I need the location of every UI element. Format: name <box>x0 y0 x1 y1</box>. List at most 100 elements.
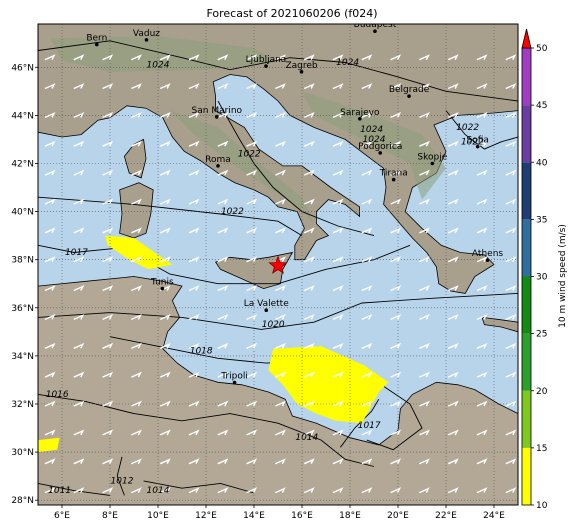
wind-arrow <box>419 371 430 378</box>
wind-arrow <box>390 54 402 61</box>
wind-arrow <box>332 83 344 90</box>
city-label: Tirana <box>379 169 408 179</box>
lat-tick-label: 36°N <box>11 304 34 314</box>
wind-arrow <box>390 227 402 234</box>
wind-arrow <box>159 429 171 436</box>
wind-arrow <box>275 400 286 407</box>
city-dot <box>378 151 383 155</box>
map-gridlines <box>38 24 518 505</box>
isobar-value-label: 1024 <box>147 60 170 70</box>
wind-arrow <box>188 83 200 90</box>
wind-arrow <box>361 429 373 436</box>
isobar-line <box>38 40 518 102</box>
city-dot <box>95 42 99 47</box>
wind-arrow <box>332 400 344 407</box>
wind-arrow <box>217 487 229 494</box>
wind-arrow <box>73 83 85 90</box>
wind-arrow <box>332 227 344 234</box>
wind-arrow <box>447 313 459 321</box>
wind-arrow <box>188 227 200 234</box>
wind-arrow <box>44 458 56 465</box>
lon-tick-label: 22°E <box>435 511 457 521</box>
wind-arrow <box>246 111 258 119</box>
europe-north-land <box>38 24 518 294</box>
wind-arrow <box>303 256 315 263</box>
wind-arrow <box>476 83 488 90</box>
wind-arrow <box>131 83 142 90</box>
wind-arrow <box>102 342 114 349</box>
wind-arrow <box>159 169 171 176</box>
wind-arrow <box>159 83 171 90</box>
wind-arrow <box>390 342 402 349</box>
wind-arrow <box>102 371 114 378</box>
isobar-value-label: 1022 <box>238 149 261 159</box>
wind-arrow <box>217 54 229 61</box>
relief-shade <box>302 91 446 200</box>
wind-arrow <box>505 429 517 436</box>
wind-arrow <box>419 54 430 61</box>
wind-arrow <box>73 429 85 436</box>
wind-arrow <box>332 140 344 147</box>
wind-arrow <box>44 198 56 205</box>
wind-arrow <box>188 198 200 205</box>
wind-arrow <box>188 111 200 119</box>
wind-arrow <box>131 429 142 436</box>
wind-arrow <box>102 400 114 407</box>
city-dot <box>475 144 480 149</box>
city-dot <box>264 308 269 312</box>
wind-arrow <box>44 140 56 147</box>
colorbar-tick-label: 50 <box>536 44 548 54</box>
colorbar-tick-label: 15 <box>536 444 547 454</box>
wind-arrow <box>505 227 517 234</box>
wind-arrow <box>303 429 315 436</box>
wind-arrow <box>476 111 488 119</box>
wind-arrow <box>476 458 488 465</box>
isobar-value-label: 1016 <box>46 390 69 400</box>
wind-arrow <box>419 313 430 321</box>
wind-arrow <box>188 400 200 407</box>
wind-arrow <box>390 83 402 90</box>
wind-arrow <box>361 400 373 407</box>
wind-arrow <box>275 487 286 494</box>
wind-arrow <box>419 140 430 147</box>
wind-arrow <box>361 111 373 119</box>
wind-arrow <box>188 458 200 465</box>
wind-arrow <box>332 285 344 292</box>
wind-arrow <box>188 371 200 378</box>
wind-arrow <box>390 429 402 436</box>
isobar-value-label: 1014 <box>295 433 318 443</box>
wind-arrow <box>159 140 171 147</box>
lat-tick-label: 30°N <box>11 448 34 458</box>
wind-arrow <box>73 342 85 349</box>
wind-arrow <box>275 111 286 119</box>
wind-arrow <box>73 371 85 378</box>
wind-arrow <box>246 83 258 90</box>
city-label: Vaduz <box>133 29 160 39</box>
colorbar-tick-label: 20 <box>536 387 548 397</box>
wind-arrow <box>476 285 488 292</box>
colorbar-tick-label: 40 <box>536 158 548 168</box>
wind-arrow <box>217 313 229 321</box>
event-star-icon <box>268 255 288 274</box>
wind-arrow <box>246 54 258 61</box>
wind-arrow <box>390 458 402 465</box>
wind-arrow <box>188 256 200 263</box>
wind-arrow <box>332 429 344 436</box>
colorbar-band <box>522 390 531 448</box>
wind-arrow <box>44 487 56 494</box>
wind-arrow <box>275 169 286 176</box>
colorbar-tick-label: 25 <box>536 330 547 340</box>
wind-arrow <box>303 371 315 378</box>
lon-tick-label: 24°E <box>483 511 505 521</box>
wind-arrow <box>188 169 200 176</box>
isobar-value-label: 1014 <box>147 486 170 496</box>
lon-tick-label: 10°E <box>147 511 169 521</box>
wind-arrow <box>303 342 315 349</box>
wind-arrow <box>217 342 229 349</box>
isobar-line <box>38 196 303 236</box>
isobar-value-label: 1024 <box>363 135 386 145</box>
wind-arrow <box>390 400 402 407</box>
wind-arrow <box>102 83 114 90</box>
